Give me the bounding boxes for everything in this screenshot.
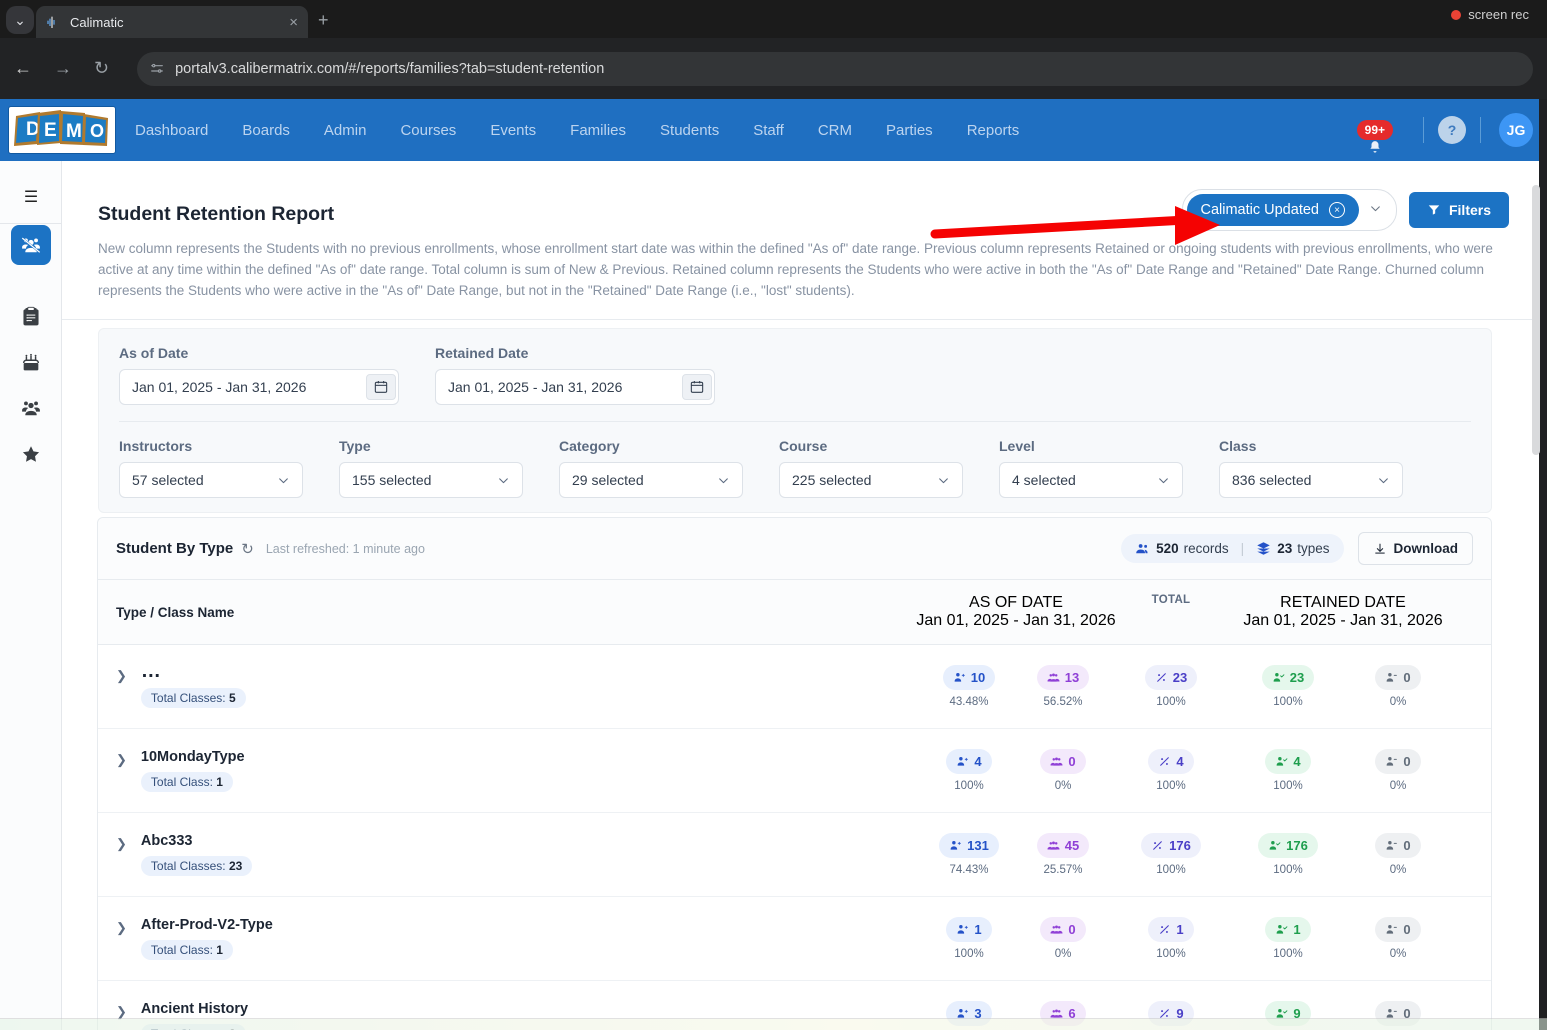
svg-text:M: M [66,121,82,142]
svg-text:O: O [90,121,104,141]
svg-text:E: E [44,120,57,141]
